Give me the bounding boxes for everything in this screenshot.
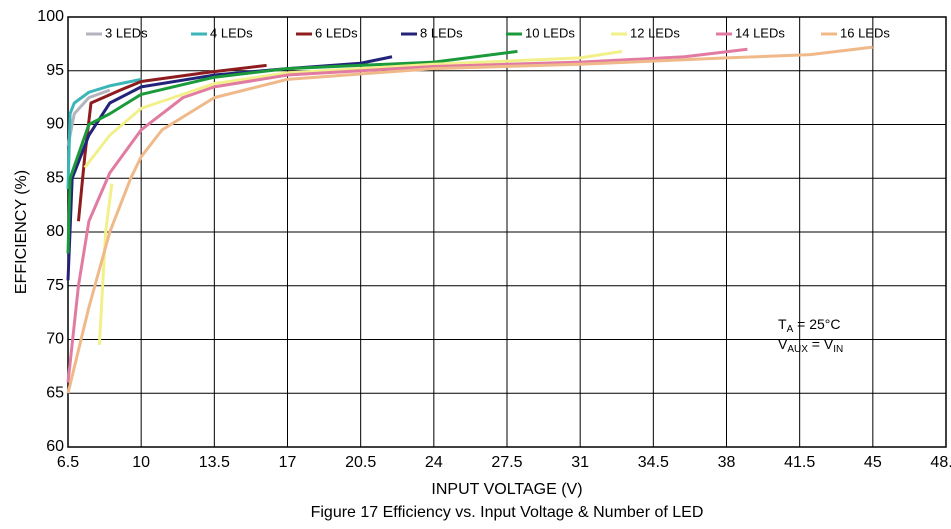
x-tick-label: 48.5 — [930, 454, 951, 471]
annotation-part: = V — [808, 336, 834, 352]
series-line — [76, 63, 267, 222]
x-tick-label: 45 — [864, 454, 882, 471]
series-line — [66, 47, 748, 383]
y-tick-label: 75 — [46, 277, 64, 294]
x-tick-label: 24 — [425, 454, 443, 471]
legend-label: 14 LEDs — [735, 25, 785, 40]
legend-label: 6 LEDs — [315, 25, 358, 40]
x-tick-label: 20.5 — [345, 454, 376, 471]
legend-label: 3 LEDs — [105, 25, 148, 40]
x-tick-label: 6.5 — [57, 454, 79, 471]
series-line — [66, 49, 518, 254]
x-tick-label: 17 — [279, 454, 297, 471]
annotation-part: V — [778, 336, 788, 352]
y-tick-label: 95 — [46, 62, 64, 79]
annotation-part: AUX — [787, 344, 808, 355]
legend-label: 16 LEDs — [840, 25, 890, 40]
y-tick-label: 90 — [46, 116, 64, 133]
annotation: VAUX = VIN — [778, 336, 843, 355]
x-tick-label: 13.5 — [199, 454, 230, 471]
x-axis-label: INPUT VOLTAGE (V) — [431, 481, 582, 498]
x-tick-label: 38 — [718, 454, 736, 471]
legend-label: 10 LEDs — [525, 25, 575, 40]
y-tick-label: 80 — [46, 223, 64, 240]
annotation-part: A — [787, 324, 794, 335]
series-line — [66, 45, 874, 394]
series-line — [66, 77, 142, 190]
x-tick-label: 34.5 — [638, 454, 669, 471]
series-line — [83, 49, 623, 345]
legend-label: 4 LEDs — [210, 25, 253, 40]
y-tick-label: 60 — [46, 438, 64, 455]
y-tick-label: 85 — [46, 169, 64, 186]
x-tick-label: 41.5 — [784, 454, 815, 471]
y-tick-label: 70 — [46, 331, 64, 348]
x-tick-label: 31 — [571, 454, 589, 471]
x-tick-label: 27.5 — [491, 454, 522, 471]
annotation-part: = 25°C — [793, 316, 840, 332]
annotation: TA = 25°C — [778, 316, 840, 335]
chart-title: Figure 17 Efficiency vs. Input Voltage &… — [311, 504, 704, 521]
legend-label: 12 LEDs — [630, 25, 680, 40]
annotation-part: IN — [833, 344, 843, 355]
x-tick-label: 10 — [132, 454, 150, 471]
legend-label: 8 LEDs — [420, 25, 463, 40]
y-axis-label: EFFICIENCY (%) — [13, 170, 30, 294]
y-tick-label: 65 — [46, 384, 64, 401]
annotation-part: T — [778, 316, 787, 332]
y-tick-label: 100 — [37, 8, 64, 25]
